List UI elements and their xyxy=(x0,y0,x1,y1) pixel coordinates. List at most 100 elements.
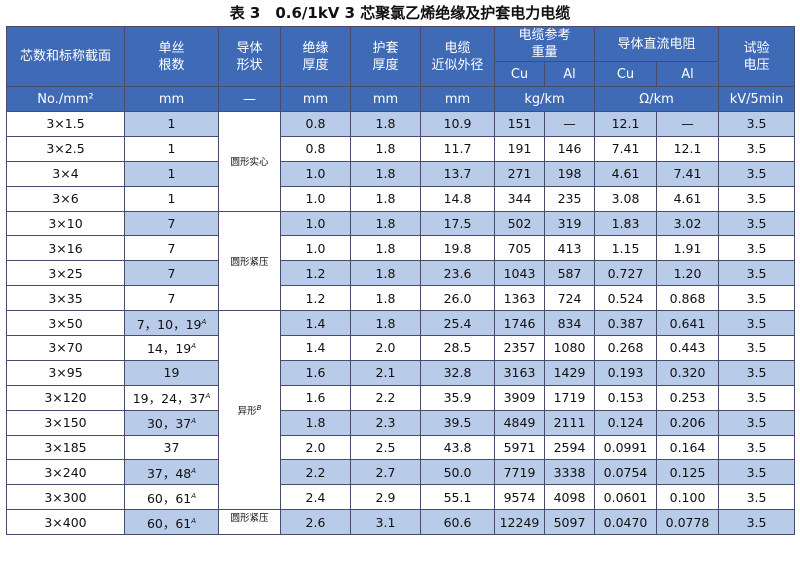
cell-value: 3.5 xyxy=(746,415,767,431)
cell-strands: 7 xyxy=(124,210,219,237)
cell-value: 0.387 xyxy=(607,315,644,331)
cell-sheath: 2.5 xyxy=(350,434,421,461)
cell-value: 4.61 xyxy=(611,166,640,182)
cell-value: 0.727 xyxy=(607,265,644,281)
cell-value: 4.61 xyxy=(673,191,702,207)
cell-value: 1.0 xyxy=(305,191,326,207)
header-section: 芯数和标称截面 xyxy=(6,26,125,87)
cell-value: 5971 xyxy=(503,440,536,456)
unit-insulation: mm xyxy=(280,86,351,112)
cell-value: 7 xyxy=(167,265,176,281)
cell-value: 1429 xyxy=(553,365,586,381)
cell-value: 3338 xyxy=(553,464,586,480)
cell-rcu: 0.727 xyxy=(594,260,658,287)
cell-test: 3.5 xyxy=(718,409,796,436)
footnote-mark: A xyxy=(201,317,207,326)
cell-test: 3.5 xyxy=(718,484,796,511)
cable-spec-table: 芯数和标称截面 单丝 根数 导体 形状 绝缘 厚度 护套 厚度 电缆 近似外径 … xyxy=(6,26,796,536)
cell-section: 3×6 xyxy=(6,185,125,212)
cell-test: 3.5 xyxy=(718,434,796,461)
cell-value: 13.7 xyxy=(443,166,472,182)
cell-value: 12.1 xyxy=(673,141,702,157)
cell-ins: 1.6 xyxy=(280,359,351,386)
shape-label: 圆形紧压 xyxy=(230,256,269,268)
cell-value: 0.253 xyxy=(669,390,706,406)
cell-value: 0.124 xyxy=(607,415,644,431)
cell-test: 3.5 xyxy=(718,459,796,486)
cell-value: 3.5 xyxy=(746,340,767,356)
cell-value: 0.8 xyxy=(305,141,326,157)
table-row: 3×35 7 1.2 1.8 26.0 1363 724 0.524 0.868 3.5 xyxy=(6,285,796,312)
table-row: 3×10 7 圆形紧压 1.0 1.8 17.5 502 319 1.83 3.02 3.5 xyxy=(6,210,796,312)
cell-value: 1363 xyxy=(503,290,536,306)
cell-ral: 0.320 xyxy=(656,359,720,386)
table-row: 3×95 19 1.6 2.1 32.8 3163 1429 0.193 0.320 3.5 xyxy=(6,359,796,386)
cell-wal: 834 xyxy=(543,310,596,337)
footnote-mark: A xyxy=(191,516,197,525)
cell-value: 3.5 xyxy=(746,166,767,182)
cell-rcu: 0.193 xyxy=(594,359,658,386)
cell-ral: — xyxy=(656,111,720,137)
shape-cell: 圆形紧压 xyxy=(218,210,281,312)
cell-strands: 60，61A xyxy=(124,484,219,511)
cell-test: 3.5 xyxy=(718,384,796,411)
cell-wcu: 151 xyxy=(494,111,545,137)
cell-value: 43.8 xyxy=(443,440,472,456)
cell-value: — xyxy=(563,116,576,132)
cell-ral: 0.125 xyxy=(656,459,720,486)
cell-wal: 319 xyxy=(543,210,596,237)
cell-wcu: 4849 xyxy=(494,409,545,436)
cell-value: 0.443 xyxy=(669,340,706,356)
cell-value: 35.9 xyxy=(443,390,472,406)
cell-ins: 2.4 xyxy=(280,484,351,511)
footnote-mark: A xyxy=(191,416,197,425)
cell-value: 2.9 xyxy=(375,489,396,505)
cell-ins: 1.2 xyxy=(280,285,351,312)
cell-sheath: 1.8 xyxy=(350,185,421,212)
cell-value: 12249 xyxy=(499,514,540,530)
cell-value: 0.153 xyxy=(607,390,644,406)
cell-wcu: 12249 xyxy=(494,509,545,536)
cell-od: 17.5 xyxy=(420,210,495,237)
cell-value: 191 xyxy=(507,141,532,157)
cell-section: 3×2.5 xyxy=(6,135,125,162)
cell-value: 3.5 xyxy=(746,216,767,231)
cell-test: 3.5 xyxy=(718,135,796,162)
footnote-mark: A xyxy=(205,392,211,401)
footnote-mark: A xyxy=(191,491,197,500)
cell-value: 1 xyxy=(167,116,176,132)
cell-ral: 0.0778 xyxy=(656,509,720,536)
cell-ins: 2.0 xyxy=(280,434,351,461)
cell-wcu: 191 xyxy=(494,135,545,162)
cell-ral: 0.641 xyxy=(656,310,720,337)
cell-value: 3.08 xyxy=(611,191,640,207)
cell-wal: 5097 xyxy=(543,509,596,536)
cell-rcu: 7.41 xyxy=(594,135,658,162)
cell-od: 26.0 xyxy=(420,285,495,312)
cell-sheath: 1.8 xyxy=(350,260,421,287)
cell-value: 2.7 xyxy=(375,464,396,480)
cell-ins: 1.6 xyxy=(280,384,351,411)
cell-test: 3.5 xyxy=(718,160,796,187)
cell-value: 3×70 xyxy=(48,340,83,356)
cell-wcu: 2357 xyxy=(494,335,545,361)
cell-sheath: 1.8 xyxy=(350,111,421,137)
cell-value: 151 xyxy=(507,116,532,132)
cell-test: 3.5 xyxy=(718,111,796,137)
cell-value: 1043 xyxy=(503,265,536,281)
cell-ins: 0.8 xyxy=(280,135,351,162)
cell-value: 0.0601 xyxy=(603,489,648,505)
cell-value: 1.15 xyxy=(611,240,640,256)
cell-value: 3×400 xyxy=(44,514,87,530)
cell-ins: 2.2 xyxy=(280,459,351,486)
cell-value: 0.641 xyxy=(669,315,706,331)
cell-sheath: 1.8 xyxy=(350,160,421,187)
cell-value: 37 xyxy=(163,440,180,456)
cell-strands: 14，19A xyxy=(124,335,219,361)
cell-strands: 30，37A xyxy=(124,409,219,436)
cell-value: 0.0754 xyxy=(603,464,648,480)
cell-value: 1.0 xyxy=(305,166,326,182)
table-row: 3×240 37，48A 2.2 2.7 50.0 7719 3338 0.0754 0.125… xyxy=(6,459,796,486)
cell-rcu: 1.15 xyxy=(594,235,658,262)
cell-value: 32.8 xyxy=(443,365,472,381)
